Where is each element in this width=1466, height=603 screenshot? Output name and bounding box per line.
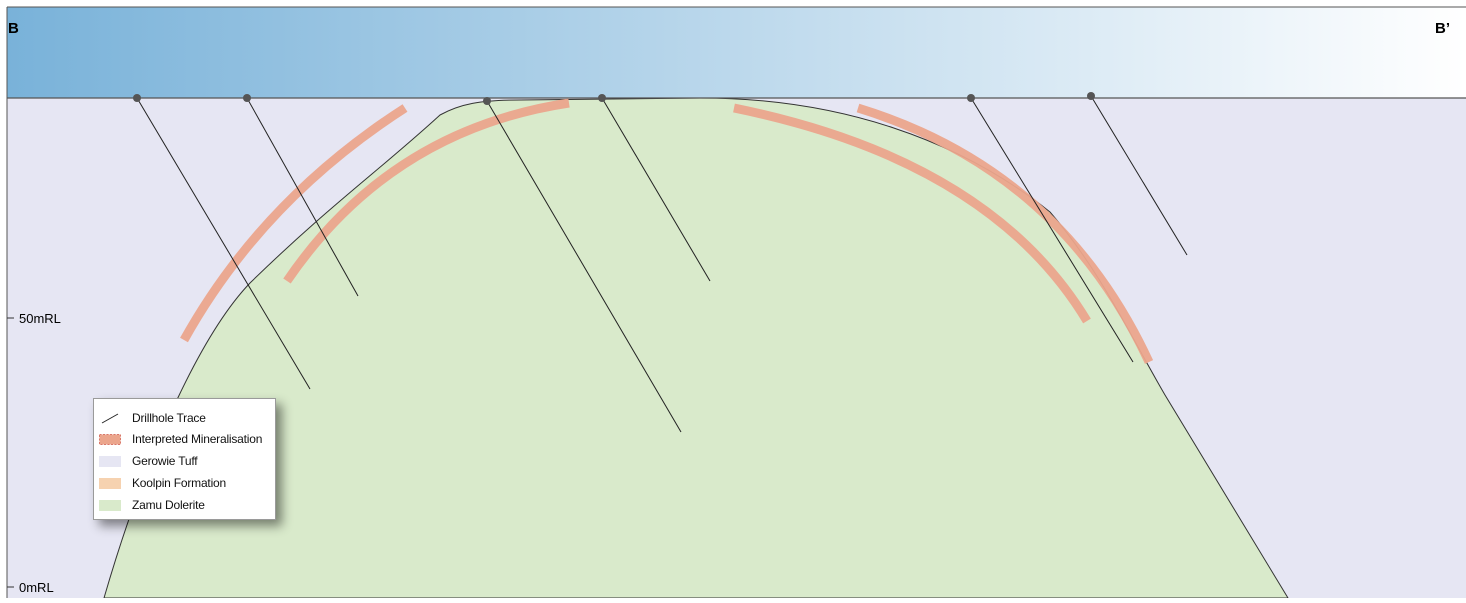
drillhole-collar bbox=[483, 97, 491, 105]
legend-label: Zamu Dolerite bbox=[132, 498, 205, 512]
drillhole-trace bbox=[486, 100, 682, 433]
legend-label: Gerowie Tuff bbox=[132, 454, 198, 468]
drillhole-trace bbox=[601, 97, 711, 282]
drillhole-trace bbox=[970, 97, 1134, 363]
legend-item-drillhole: Drillhole Trace bbox=[94, 408, 206, 428]
drillhole-trace bbox=[1090, 95, 1188, 256]
legend-label: Drillhole Trace bbox=[132, 411, 206, 425]
legend: Drillhole Trace Interpreted Mineralisati… bbox=[93, 398, 276, 520]
section-end-label: B’ bbox=[1435, 20, 1450, 37]
drillhole-trace bbox=[246, 97, 359, 297]
drillhole-collar bbox=[967, 94, 975, 102]
swatch-icon bbox=[99, 477, 121, 489]
swatch-icon bbox=[99, 455, 121, 467]
elevation-label-50: 50mRL bbox=[19, 311, 61, 326]
swatch-icon bbox=[99, 499, 121, 511]
surface-band bbox=[7, 7, 1466, 98]
line-icon bbox=[101, 413, 119, 423]
mineralisation-band bbox=[733, 103, 1091, 324]
elevation-label-0: 0mRL bbox=[19, 580, 54, 595]
legend-item-gerowie-tuff: Gerowie Tuff bbox=[94, 451, 198, 471]
hatched-swatch-icon bbox=[99, 433, 121, 445]
drillhole-collar bbox=[243, 94, 251, 102]
drillhole-collar bbox=[133, 94, 141, 102]
mineralisation-band bbox=[180, 104, 408, 343]
legend-item-zamu-dolerite: Zamu Dolerite bbox=[94, 495, 205, 515]
drillhole-collar bbox=[1087, 92, 1095, 100]
mineralisation-band bbox=[283, 98, 570, 284]
section-start-label: B bbox=[8, 20, 19, 37]
legend-item-mineralisation: Interpreted Mineralisation bbox=[94, 429, 262, 449]
legend-label: Interpreted Mineralisation bbox=[132, 432, 263, 446]
drillhole-trace bbox=[136, 97, 311, 390]
drillhole-collar bbox=[598, 94, 606, 102]
mineralisation-band bbox=[856, 103, 1154, 364]
legend-item-koolpin-formation: Koolpin Formation bbox=[94, 473, 226, 493]
legend-label: Koolpin Formation bbox=[132, 476, 226, 490]
